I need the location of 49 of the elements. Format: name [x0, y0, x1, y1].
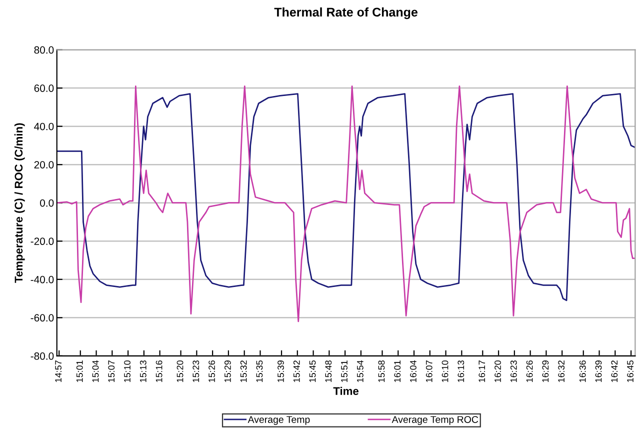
y-tick-label: -20.0	[30, 238, 54, 246]
x-axis-title: Time	[333, 386, 359, 396]
x-tick-label: 16:04	[410, 360, 416, 382]
x-tick-label: 16:17	[478, 360, 486, 382]
x-tick-label: 15:29	[224, 360, 231, 382]
x-tick-label: 16:10	[442, 360, 448, 382]
x-tick-label: 16:36	[579, 360, 586, 382]
legend-label: Average Temp	[248, 416, 310, 425]
y-tick-label: -80.0	[30, 352, 54, 360]
x-tick-label: 15:04	[92, 360, 99, 382]
x-tick-label: 15:23	[192, 360, 200, 382]
x-tick-label: 15:51	[341, 360, 348, 382]
x-tick-label: 15:10	[124, 360, 130, 382]
x-tick-label: 15:45	[309, 360, 316, 382]
x-tick-label: 15:42	[293, 360, 300, 382]
x-tick-label: 14:57	[55, 360, 62, 382]
x-tick-label: 16:07	[426, 360, 432, 382]
x-tick-label: 16:26	[526, 360, 533, 382]
x-tick-label: 16:42	[611, 360, 618, 382]
x-tick-label: 15:39	[278, 360, 284, 382]
x-tick-label: 16:29	[542, 360, 549, 382]
x-tick-label: 16:23	[510, 360, 517, 382]
y-tick-label: 60.0	[34, 84, 54, 92]
y-tick-label: -60.0	[30, 314, 54, 322]
y-tick-label: 0.0	[40, 199, 54, 207]
x-tick-label: 15:58	[378, 360, 385, 382]
x-tick-label: 15:01	[76, 360, 83, 382]
x-tick-label: 16:39	[595, 360, 602, 382]
x-tick-label: 16:32	[558, 360, 565, 382]
x-tick-label: 15:16	[156, 360, 162, 382]
x-tick-label: 15:20	[176, 360, 184, 382]
x-tick-label: 16:45	[627, 360, 634, 382]
x-tick-label: 15:07	[108, 360, 115, 382]
y-tick-label: 40.0	[34, 122, 54, 130]
y-tick-label: 20.0	[34, 161, 54, 168]
y-axis-title: Temperature (C) / ROC (C/min)	[14, 123, 25, 283]
x-tick-label: 15:32	[240, 360, 247, 382]
x-tick-label: 15:48	[325, 360, 332, 382]
x-tick-label: 16:01	[394, 360, 401, 382]
x-tick-label: 15:54	[357, 360, 364, 382]
legend-label: Average Temp ROC	[392, 416, 478, 425]
y-tick-label: -40.0	[30, 276, 54, 284]
x-tick-label: 15:35	[256, 360, 263, 382]
chart-title: Thermal Rate of Change	[274, 7, 418, 20]
x-tick-label: 15:13	[140, 360, 146, 382]
x-tick-label: 15:26	[208, 360, 215, 382]
x-tick-label: 16:20	[494, 360, 501, 382]
y-tick-label: 80.0	[34, 46, 54, 54]
x-tick-label: 16:13	[458, 360, 464, 382]
